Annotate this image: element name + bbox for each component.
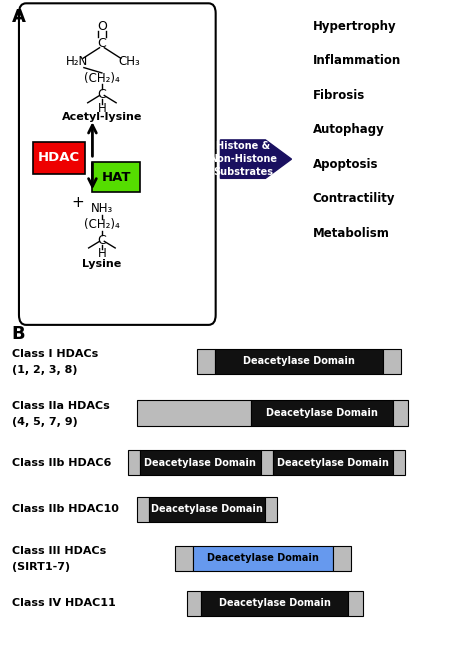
Bar xyxy=(92,162,140,192)
FancyArrow shape xyxy=(220,140,292,178)
Text: (SIRT1-7): (SIRT1-7) xyxy=(12,562,70,572)
Text: (CH₂)₄: (CH₂)₄ xyxy=(84,218,120,231)
Bar xyxy=(197,349,215,374)
Text: A: A xyxy=(12,8,26,26)
Text: Class III HDACs: Class III HDACs xyxy=(12,546,106,556)
Text: Class I HDACs: Class I HDACs xyxy=(12,349,98,359)
Bar xyxy=(261,450,273,475)
Text: Deacetylase Domain: Deacetylase Domain xyxy=(243,356,355,367)
Text: Hypertrophy: Hypertrophy xyxy=(313,20,396,33)
Text: Deacetylase Domain: Deacetylase Domain xyxy=(151,504,264,514)
Bar xyxy=(393,450,405,475)
Bar xyxy=(137,400,251,426)
Text: Acetyl-lysine: Acetyl-lysine xyxy=(62,112,142,123)
Text: O: O xyxy=(97,20,107,33)
Text: B: B xyxy=(12,325,26,343)
Bar xyxy=(333,546,351,571)
Text: Metabolism: Metabolism xyxy=(313,227,390,240)
Text: Deacetylase Domain: Deacetylase Domain xyxy=(207,553,319,564)
Text: Deacetylase Domain: Deacetylase Domain xyxy=(277,457,389,468)
Bar xyxy=(348,591,363,616)
Text: NH₃: NH₃ xyxy=(91,202,113,215)
Bar xyxy=(393,400,408,426)
Bar xyxy=(383,349,401,374)
Bar xyxy=(33,142,85,174)
Bar xyxy=(175,546,193,571)
Text: C: C xyxy=(98,88,106,101)
Text: Inflammation: Inflammation xyxy=(313,54,401,68)
Text: Fibrosis: Fibrosis xyxy=(313,89,365,102)
FancyBboxPatch shape xyxy=(19,3,216,325)
Text: (1, 2, 3, 8): (1, 2, 3, 8) xyxy=(12,365,77,375)
Text: CH₃: CH₃ xyxy=(118,55,140,68)
Text: HAT: HAT xyxy=(101,170,131,184)
Text: Class IIb HDAC6: Class IIb HDAC6 xyxy=(12,457,111,468)
Bar xyxy=(251,400,393,426)
Text: Contractility: Contractility xyxy=(313,192,395,206)
Bar xyxy=(265,497,277,522)
Text: H₂N: H₂N xyxy=(66,55,88,68)
Text: Class IIa HDACs: Class IIa HDACs xyxy=(12,400,109,411)
Bar xyxy=(128,450,140,475)
Text: Apoptosis: Apoptosis xyxy=(313,158,378,171)
Text: Deacetylase Domain: Deacetylase Domain xyxy=(144,457,256,468)
Text: C: C xyxy=(98,36,106,50)
Bar xyxy=(201,591,348,616)
Text: HDAC: HDAC xyxy=(38,151,80,164)
Text: C: C xyxy=(98,233,106,247)
Text: Class IIb HDAC10: Class IIb HDAC10 xyxy=(12,504,118,514)
Text: Lysine: Lysine xyxy=(82,259,121,269)
Text: H: H xyxy=(98,102,106,115)
Bar xyxy=(140,450,261,475)
Bar xyxy=(149,497,265,522)
Text: H: H xyxy=(98,247,106,261)
Text: Histone &
Non-Histone
Substrates: Histone & Non-Histone Substrates xyxy=(209,141,277,177)
Bar xyxy=(137,497,149,522)
Text: (CH₂)₄: (CH₂)₄ xyxy=(84,72,120,86)
Bar xyxy=(273,450,393,475)
Text: Class IV HDAC11: Class IV HDAC11 xyxy=(12,598,116,609)
Bar xyxy=(193,546,333,571)
Text: +: + xyxy=(72,195,84,210)
Text: Deacetylase Domain: Deacetylase Domain xyxy=(219,598,331,609)
Bar xyxy=(187,591,201,616)
Bar xyxy=(215,349,383,374)
Text: Deacetylase Domain: Deacetylase Domain xyxy=(266,408,378,418)
Text: Autophagy: Autophagy xyxy=(313,123,384,137)
Text: (4, 5, 7, 9): (4, 5, 7, 9) xyxy=(12,416,78,427)
